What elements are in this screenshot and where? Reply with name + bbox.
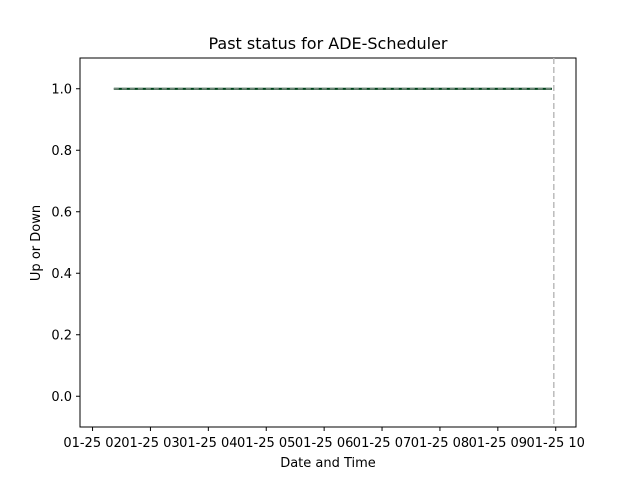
x-tick-label: 01-25 04: [179, 436, 237, 451]
y-tick-label: 0.8: [51, 144, 72, 159]
x-tick-label: 01-25 06: [295, 436, 353, 451]
y-tick-label: 0.2: [51, 328, 72, 343]
y-axis-title: Up or Down: [29, 205, 44, 281]
y-axis: 0.0 0.2 0.4 0.6 0.8 1.0: [51, 82, 80, 405]
plot-frame: [79, 57, 577, 428]
x-tick-label: 01-25 05: [237, 436, 295, 451]
x-tick-label: 01-25 02: [63, 436, 121, 451]
plot-area: [79, 57, 577, 428]
y-tick-label: 0.0: [51, 390, 72, 405]
x-tick-label: 01-25 09: [469, 436, 527, 451]
y-tick-label: 1.0: [51, 82, 72, 97]
x-tick-label: 01-25 08: [411, 436, 469, 451]
chart-title: Past status for ADE-Scheduler: [208, 34, 447, 53]
x-axis: 01-25 02 01-25 03 01-25 04 01-25 05 01-25 06…: [63, 427, 585, 451]
x-tick-label: 01-25 03: [121, 436, 179, 451]
x-tick-label: 01-25 07: [353, 436, 411, 451]
y-tick-label: 0.4: [51, 267, 72, 282]
y-tick-label: 0.6: [51, 205, 72, 220]
x-axis-title: Date and Time: [280, 456, 376, 471]
x-tick-label: 01-25 10: [527, 436, 585, 451]
